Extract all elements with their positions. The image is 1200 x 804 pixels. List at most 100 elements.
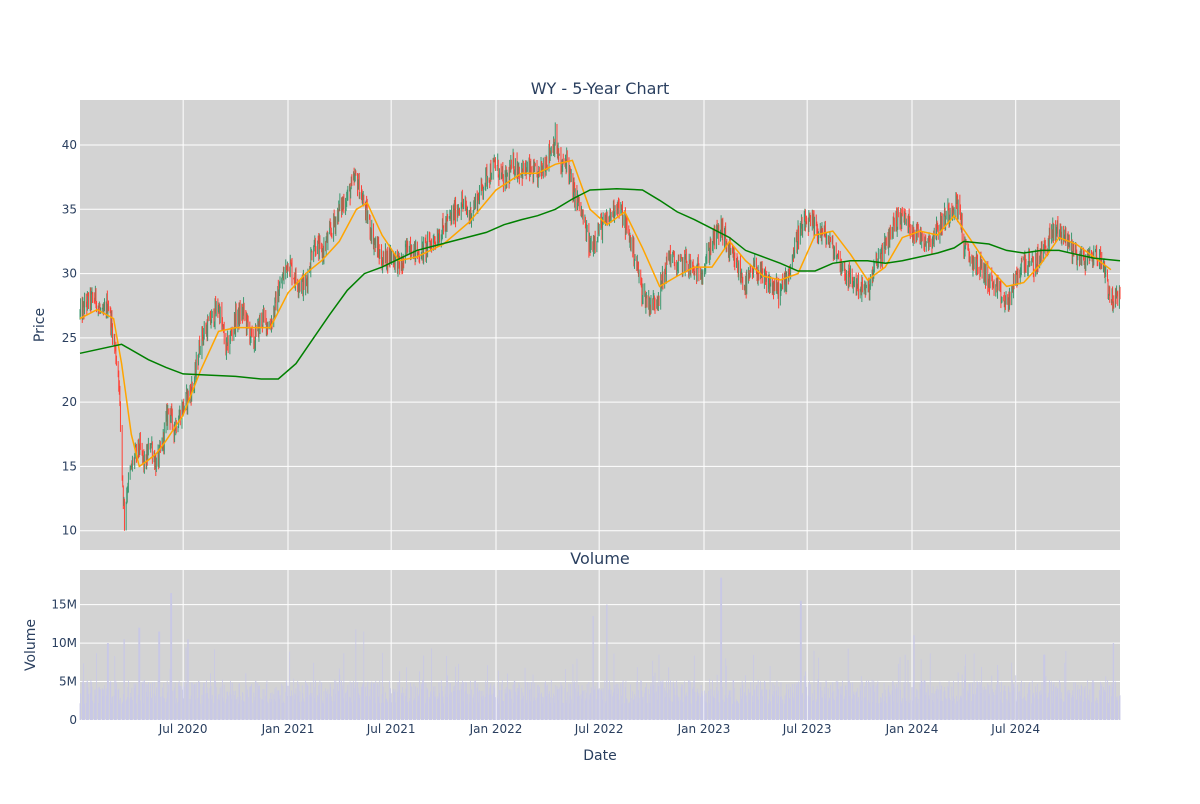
volume-bar <box>119 699 121 720</box>
volume-bar <box>652 660 654 720</box>
volume-bar <box>251 703 253 720</box>
volume-bar <box>1064 662 1066 720</box>
volume-bar <box>668 667 670 720</box>
volume-bar <box>274 688 276 720</box>
volume-bar <box>512 684 514 720</box>
volume-bar <box>756 684 758 720</box>
volume-bar <box>385 698 387 720</box>
volume-bar <box>1037 699 1039 720</box>
volume-bar <box>888 685 890 720</box>
volume-bar <box>866 680 867 720</box>
volume-bar <box>454 685 456 720</box>
volume-bar <box>367 681 369 720</box>
volume-bar <box>716 674 718 720</box>
volume-bar <box>378 702 380 720</box>
volume-bar <box>449 694 451 720</box>
volume-bar <box>362 684 364 720</box>
volume-bar <box>335 680 337 720</box>
volume-bar <box>944 690 946 720</box>
volume-bar <box>169 668 171 720</box>
volume-bar <box>704 690 705 720</box>
volume-bar <box>936 685 938 720</box>
volume-bar <box>548 693 550 720</box>
volume-bar <box>79 703 81 720</box>
volume-bar <box>732 680 734 720</box>
volume-bar <box>185 647 187 720</box>
volume-bar <box>123 639 125 720</box>
volume-bar <box>797 683 799 720</box>
volume-bar <box>676 680 678 720</box>
volume-bar <box>766 689 768 720</box>
volume-bar <box>399 671 401 720</box>
volume-bar <box>203 682 205 720</box>
volume-bar <box>872 685 874 720</box>
volume-bar <box>669 680 671 720</box>
volume-bar <box>93 702 95 720</box>
volume-bar <box>705 692 707 720</box>
volume-bar <box>672 701 674 720</box>
volume-bar <box>337 683 338 720</box>
volume-bar <box>1088 700 1090 720</box>
volume-bar <box>175 703 177 720</box>
volume-bar <box>896 683 898 720</box>
volume-bar <box>183 682 185 720</box>
volume-bar <box>904 654 906 720</box>
volume-bar <box>634 696 636 720</box>
volume-bar <box>680 699 682 720</box>
volume-bar <box>616 694 618 720</box>
volume-bar <box>1091 702 1092 720</box>
volume-bar <box>258 685 260 720</box>
volume-bar <box>789 698 791 720</box>
volume-bar <box>465 682 467 720</box>
volume-bar <box>684 697 686 720</box>
volume-bar <box>561 685 563 720</box>
volume-bar <box>961 697 962 720</box>
volume-bar <box>565 669 566 720</box>
volume-bar <box>565 700 567 720</box>
volume-bar <box>945 697 947 720</box>
volume-bar <box>1031 703 1033 720</box>
volume-bar <box>860 690 862 720</box>
volume-bar <box>1016 699 1018 720</box>
volume-y-tick-label: 5M <box>59 675 77 689</box>
volume-bar <box>636 681 638 720</box>
volume-bar <box>945 698 947 720</box>
volume-bar <box>105 688 107 720</box>
volume-bar <box>858 697 859 720</box>
volume-bar <box>1101 683 1103 720</box>
volume-bar <box>880 697 882 720</box>
volume-bar <box>255 681 257 720</box>
volume-bar <box>1012 690 1014 720</box>
volume-bar <box>693 655 695 720</box>
volume-bar <box>821 690 823 720</box>
volume-bar <box>701 690 703 720</box>
volume-bar <box>306 684 308 720</box>
volume-bar <box>173 690 175 720</box>
volume-bar <box>302 693 304 720</box>
volume-bar <box>863 697 865 720</box>
volume-bar <box>829 698 831 720</box>
volume-bar <box>1048 680 1050 720</box>
volume-bar <box>744 692 745 720</box>
volume-bar <box>500 689 502 720</box>
volume-bar <box>541 692 542 720</box>
volume-bar <box>444 686 446 720</box>
volume-bar <box>266 680 268 720</box>
volume-bar <box>690 703 692 720</box>
volume-bar <box>971 700 973 720</box>
volume-bar <box>464 691 466 720</box>
volume-bar <box>618 688 619 720</box>
volume-bar <box>709 695 711 720</box>
price-chart-title: WY - 5-Year Chart <box>531 79 670 98</box>
volume-bar <box>955 703 957 720</box>
volume-bar <box>1105 676 1107 720</box>
volume-bar <box>330 696 332 720</box>
volume-bar <box>644 692 646 720</box>
volume-bar <box>463 682 464 720</box>
volume-bar <box>413 683 415 720</box>
volume-bar <box>250 686 252 720</box>
volume-bar <box>550 679 552 720</box>
volume-bar <box>371 681 373 720</box>
volume-bar <box>290 696 292 720</box>
volume-bar <box>533 697 535 720</box>
